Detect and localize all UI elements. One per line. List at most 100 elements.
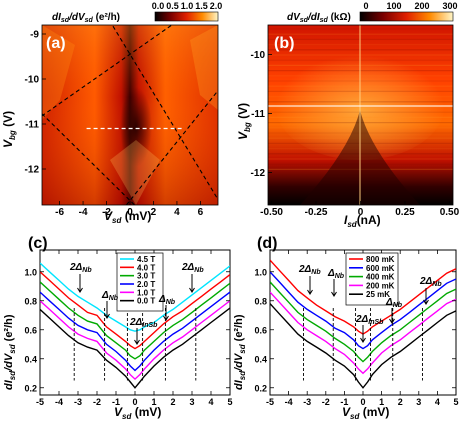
legend-label: 600 mK: [366, 264, 395, 273]
series-line: [40, 271, 230, 350]
x-tick-label: -5: [266, 397, 274, 407]
x-tick-label: 2: [170, 397, 175, 407]
legend-label: 400 mK: [366, 273, 395, 282]
colorbar-tick-label: 300: [442, 1, 457, 11]
x-tick-label: 4: [435, 397, 440, 407]
colorbar-tick-label: 0.5: [166, 1, 179, 11]
colorbar-tick-label: 1.0: [181, 1, 194, 11]
gap-annotation: 2ΔNb: [181, 262, 204, 274]
x-tick-label: 0.25: [395, 207, 415, 218]
colorbar-tick-label: 0: [363, 1, 368, 11]
panel-a-ylabel: Vbg (V): [1, 111, 17, 148]
panel-b-xlabel: Isd(nA): [344, 213, 381, 229]
colorbar-b: [359, 11, 454, 22]
series-line: [40, 307, 230, 389]
series-line: [270, 271, 456, 350]
x-tick-label: -0.50: [260, 207, 283, 218]
x-tick-label: 0: [358, 207, 364, 218]
colorbar-b-title: dVsd/dIsd (kΩ): [287, 12, 351, 24]
x-tick-label: 4: [174, 207, 180, 218]
legend-label: 1.0 T: [137, 288, 155, 297]
legend-label: 4.5 T: [137, 255, 155, 264]
diamond-edge: [111, 25, 218, 201]
annotation-arrowhead: [331, 291, 337, 297]
colorbar-tick-label: 2.0: [210, 1, 223, 11]
x-tick-label: -1: [340, 397, 348, 407]
colorbar-tick-label: 100: [386, 1, 401, 11]
x-tick-label: 0.50: [440, 207, 460, 218]
series-line: [40, 291, 230, 372]
legend-label: 4.0 T: [137, 263, 155, 272]
panel-b: dVsd/dIsd (kΩ) 0 100 200 300 (b) -0.50 -0.25…: [236, 1, 460, 229]
gap-annotation: 2ΔInSb: [355, 314, 384, 326]
x-tick-label: -3: [303, 397, 311, 407]
heatmap-b: [268, 25, 453, 205]
panel-a: dIsd/dVsd (e²/h) 0.0 0.5 1.0 1.5 2.0 (a) -6 -…: [1, 1, 223, 225]
x-tick-label: 3: [416, 397, 421, 407]
x-tick-label: -4: [55, 397, 63, 407]
x-tick-label: -5: [36, 397, 44, 407]
gap-annotation: 2ΔNb: [298, 264, 321, 276]
x-tick-label: 1: [379, 397, 384, 407]
x-tick-label: 4: [208, 397, 213, 407]
gap-annotation: 2ΔNb: [69, 262, 92, 274]
annotation-arrowhead: [77, 287, 83, 293]
gap-annotation: ΔNb: [158, 294, 176, 306]
legend-label: 2.0 T: [137, 280, 155, 289]
panel-d-label: (d): [257, 235, 277, 252]
y-tick-label: -12: [25, 165, 40, 176]
y-tick-label: -10: [251, 50, 266, 61]
x-tick-label: 5: [453, 397, 458, 407]
gap-annotation: 2ΔInSb: [129, 317, 158, 329]
y-tick-label: 1.0: [24, 267, 37, 277]
y-tick-label: 0.2: [254, 383, 267, 393]
series-line: [270, 281, 456, 363]
series-line: [40, 300, 230, 381]
x-tick-label: 0: [132, 397, 137, 407]
x-tick-label: -4: [285, 397, 293, 407]
legend-label: 3.0 T: [137, 272, 155, 281]
x-tick-label: -6: [55, 207, 64, 218]
colorbar-tick-label: 200: [414, 1, 429, 11]
y-tick-label: 0.2: [24, 383, 37, 393]
panel-d: -5 -4 -3 -2 -1 0 1 2 3 4 5 0.2 0.4 0.6 0.8 1.0 (d) 800 …: [233, 235, 459, 421]
x-tick-label: -4: [79, 207, 88, 218]
x-tick-label: 2: [151, 207, 157, 218]
colorbar-tick-label: 1.5: [195, 1, 208, 11]
series-line: [40, 281, 230, 360]
y-tick-label: 1.0: [254, 267, 267, 277]
series-line: [270, 291, 456, 375]
annotation-arrowhead: [104, 313, 110, 319]
x-tick-label: 0: [360, 397, 365, 407]
gap-annotation: ΔNb: [385, 297, 403, 309]
colorbar-a: [154, 11, 219, 22]
y-tick-label: -11: [251, 109, 265, 120]
y-tick-label: -11: [25, 120, 39, 131]
annotation-arrowhead: [423, 299, 429, 305]
annotation-arrowhead: [360, 337, 366, 343]
y-tick-label: -10: [25, 75, 40, 86]
annotation-arrowhead: [389, 318, 395, 324]
x-tick-label: 0: [127, 207, 133, 218]
y-tick-label: 0.6: [254, 325, 267, 335]
annotation-arrowhead: [307, 289, 313, 295]
panel-a-label: (a): [46, 35, 66, 52]
y-tick-label: 0.6: [24, 325, 37, 335]
x-tick-label: 1: [151, 397, 156, 407]
x-tick-label: -2: [322, 397, 330, 407]
heatmap-a: [42, 25, 218, 205]
y-tick-label: 0.8: [24, 296, 37, 306]
y-tick-label: -12: [251, 168, 266, 179]
gap-annotation: 2ΔNb: [419, 276, 442, 288]
panel-d-ylabel: dIsd/dVsd (e²/h): [233, 314, 247, 390]
annotation-arrowhead: [134, 339, 140, 345]
panel-c-xlabel: Vsd (mV): [114, 405, 161, 421]
x-tick-label: -1: [112, 397, 120, 407]
x-tick-label: -3: [74, 397, 82, 407]
legend-label: 0.0 T: [137, 297, 155, 306]
legend-label: 200 mK: [366, 281, 395, 290]
series-line: [270, 303, 456, 389]
annotation-arrowhead: [163, 315, 169, 321]
gap-annotation: ΔNb: [327, 268, 345, 280]
